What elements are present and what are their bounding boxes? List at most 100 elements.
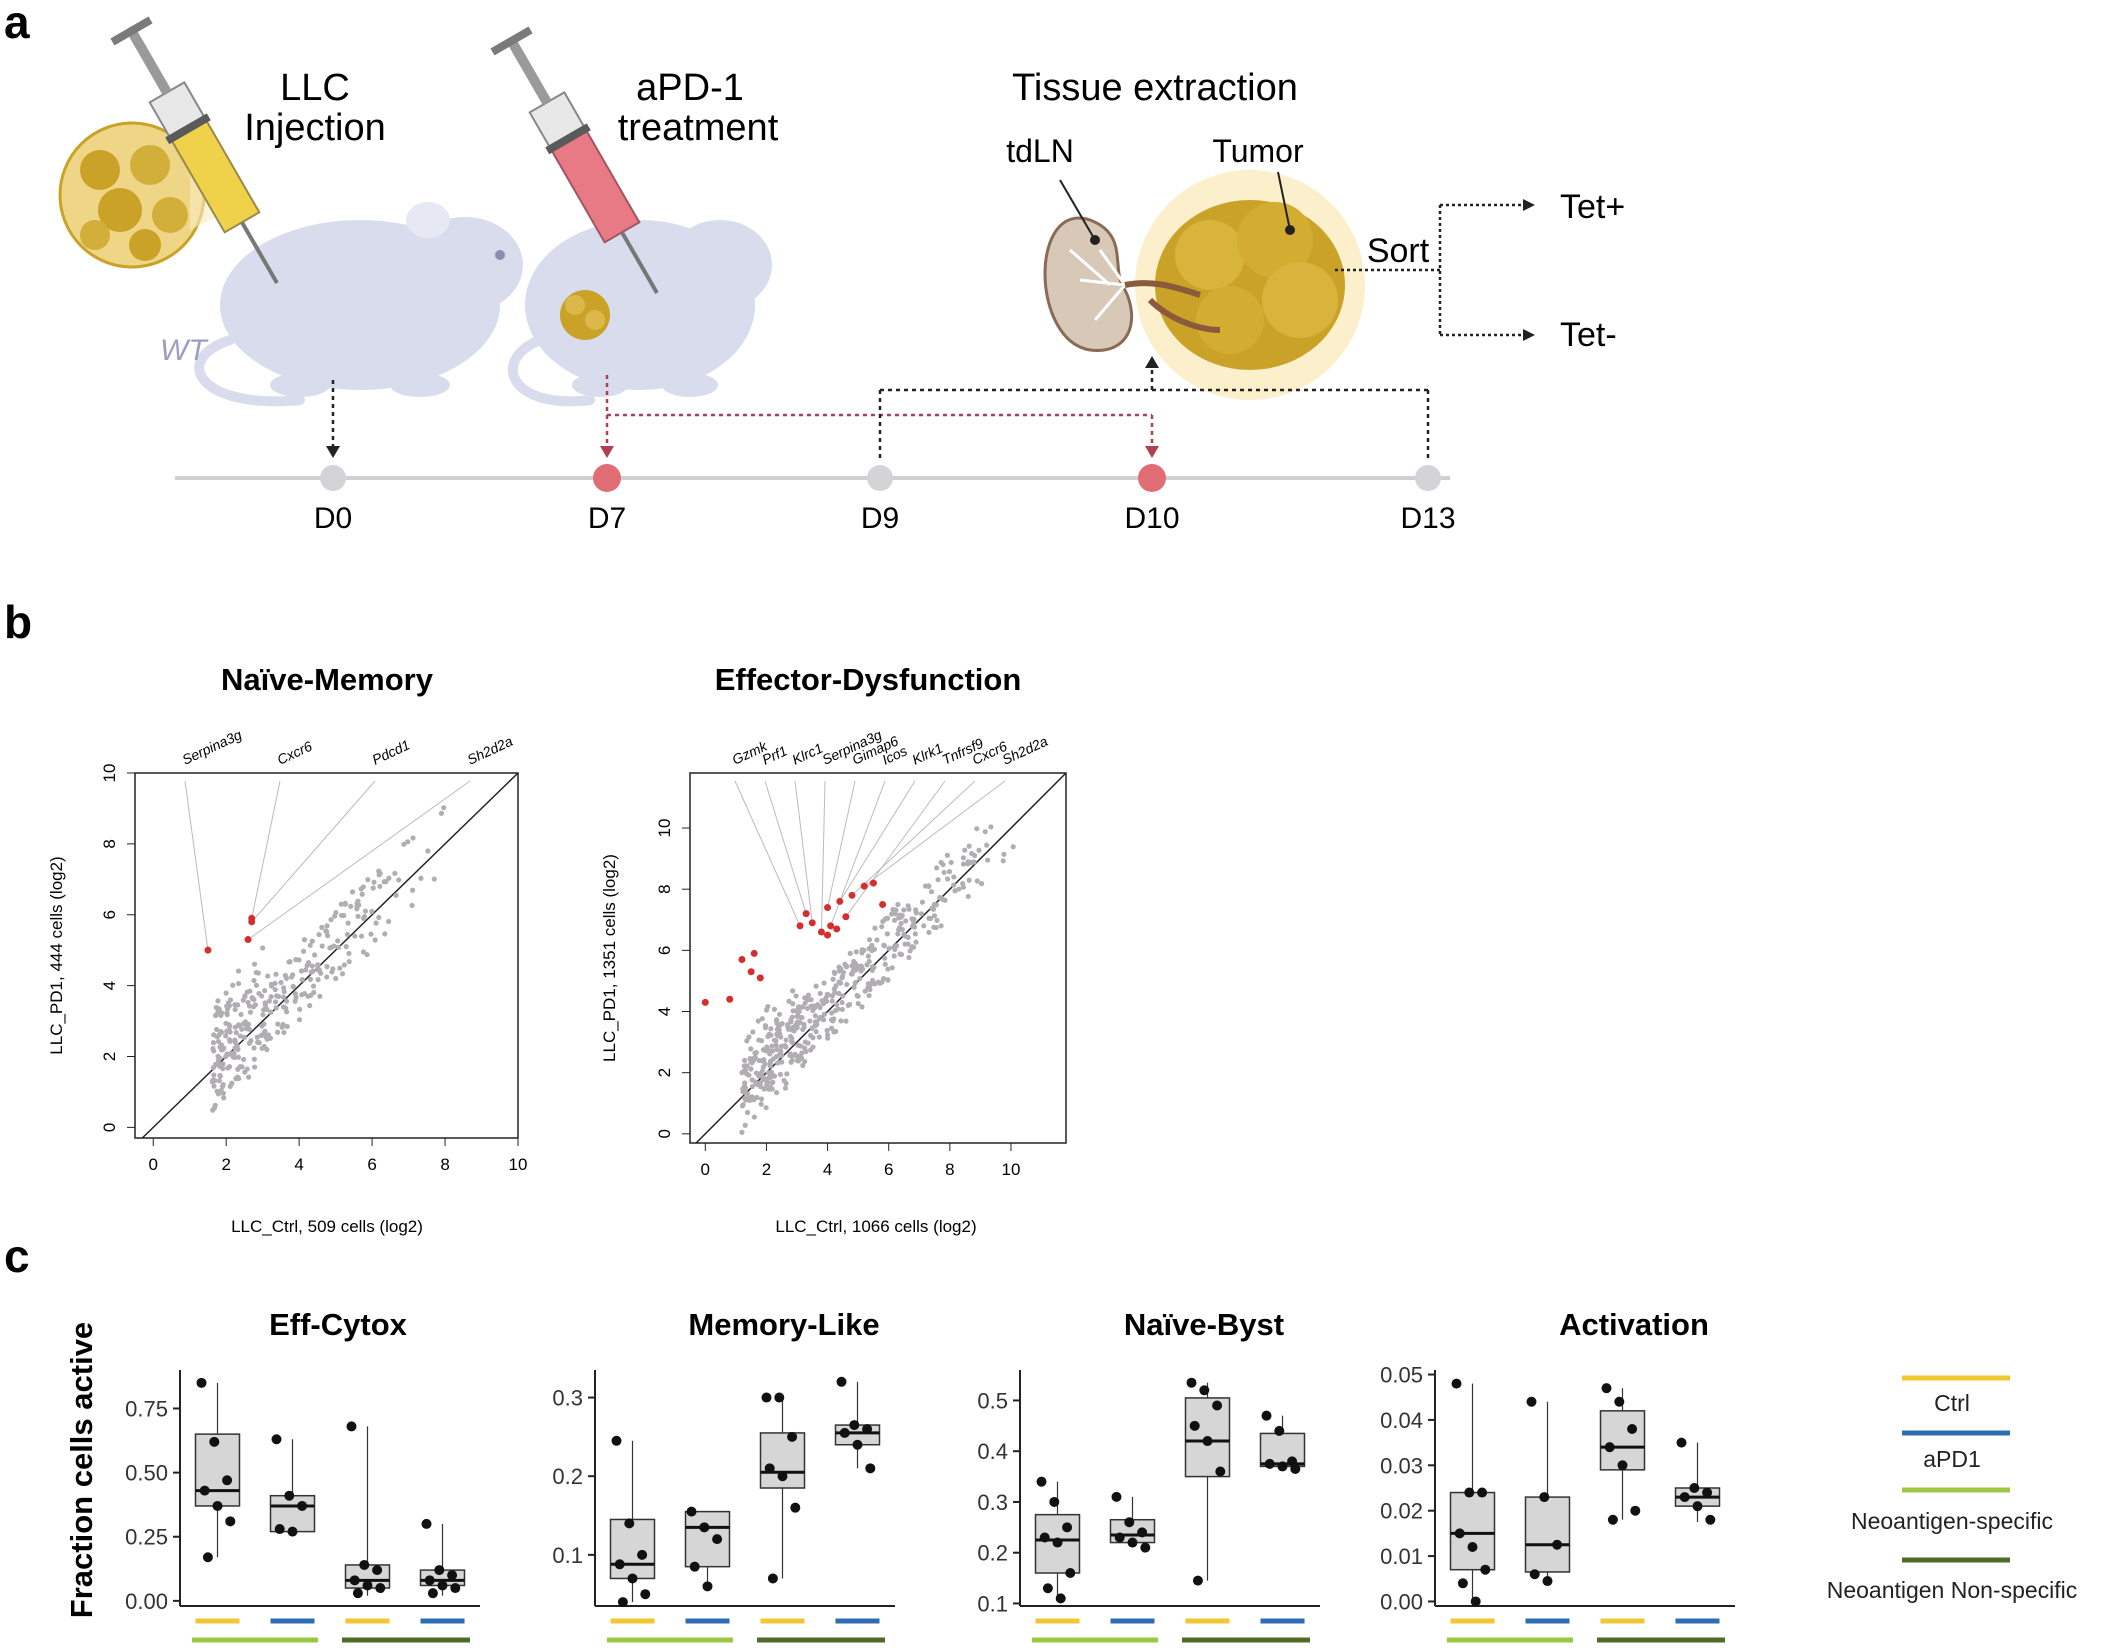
gene-point [268, 994, 274, 1000]
gene-point [328, 917, 334, 923]
gene-point [834, 1001, 840, 1008]
tumor-label: Tumor [1212, 133, 1304, 169]
gene-point [800, 1026, 806, 1033]
gene-point [341, 962, 348, 968]
gene-point [886, 945, 892, 952]
mouse-treated-illustration [507, 220, 772, 407]
gene-point [296, 957, 302, 963]
gene-point [935, 877, 941, 883]
boxplot-y-tick-label: 0.02 [1380, 1499, 1423, 1524]
panel-b-letter: b [4, 596, 32, 648]
box-point [712, 1534, 723, 1545]
sort-arrows [1335, 203, 1525, 337]
highlight-point [827, 922, 835, 930]
gene-leader-line [794, 780, 813, 923]
gene-point [796, 1054, 802, 1060]
gene-point [833, 983, 839, 989]
gene-point [944, 852, 950, 858]
gene-point [784, 1071, 790, 1077]
y-axis-label: LLC_PD1, 1351 cells (log2) [600, 854, 619, 1062]
timeline-dot-d0 [320, 465, 346, 491]
highlight-point [879, 900, 887, 908]
gene-point [758, 1096, 765, 1102]
gene-point [765, 1070, 772, 1076]
gene-point [350, 889, 356, 895]
gene-point [837, 980, 844, 986]
gene-point [299, 977, 305, 983]
tumor-illustration [1124, 170, 1365, 400]
gene-point [762, 1022, 769, 1029]
gene-point [810, 1044, 816, 1050]
boxplot-y-tick-label: 0.3 [552, 1386, 583, 1411]
gene-point [984, 842, 990, 848]
gene-point [235, 1002, 241, 1008]
gene-point [948, 859, 954, 866]
gene-point [223, 1053, 229, 1060]
gene-point [749, 1060, 755, 1066]
lymph-node-illustration [1043, 179, 1134, 352]
gene-point [934, 865, 940, 871]
tissue-extraction-title: Tissue extraction [1012, 67, 1298, 109]
gene-point [882, 916, 889, 922]
gene-point [396, 877, 402, 883]
box-point [1454, 1528, 1465, 1539]
gene-point [768, 1026, 774, 1032]
gene-point [231, 1054, 238, 1061]
gene-point [215, 1057, 221, 1063]
gene-point [241, 1034, 247, 1040]
legend-label: aPD1 [1923, 1446, 1981, 1472]
gene-point [251, 977, 257, 984]
gene-point [307, 1003, 313, 1009]
llc-label-line1: LLC [280, 67, 350, 109]
gene-point [845, 1002, 851, 1008]
y-tick-label: 2 [100, 1052, 119, 1061]
highlight-point [860, 882, 868, 890]
gene-point [266, 998, 272, 1004]
gene-point [261, 1007, 267, 1013]
box-point [1607, 1514, 1618, 1525]
gene-point [906, 954, 912, 961]
gene-point [255, 970, 261, 976]
gene-point [259, 1023, 265, 1029]
gene-point [906, 906, 912, 912]
gene-point [807, 1018, 813, 1024]
box-point [637, 1549, 648, 1560]
box-point [202, 1552, 213, 1563]
box-point [1604, 1442, 1615, 1453]
box-point [1052, 1537, 1063, 1548]
gene-point [740, 1089, 746, 1095]
gene-point [221, 1095, 227, 1101]
panel-c-ylabel: Fraction cells active [64, 1322, 99, 1618]
gene-point [373, 920, 379, 926]
legend-label: Ctrl [1934, 1390, 1970, 1416]
gene-point [931, 913, 938, 919]
gene-point [372, 937, 378, 943]
gene-point [213, 1012, 219, 1019]
gene-point [324, 923, 330, 929]
gene-point [825, 992, 832, 998]
highlight-point [824, 904, 832, 912]
x-axis-label: LLC_Ctrl, 509 cells (log2) [231, 1217, 423, 1236]
gene-point [232, 1006, 238, 1013]
gene-leader-line [851, 780, 976, 896]
gene-point [855, 993, 861, 999]
gene-point [213, 1061, 219, 1067]
boxplot-y-tick-label: 0.2 [552, 1464, 583, 1489]
arrow-head-d0 [326, 446, 340, 458]
gene-point [866, 992, 872, 999]
gene-point [750, 1029, 756, 1035]
gene-point [360, 884, 366, 890]
gene-point [262, 1002, 269, 1009]
gene-point [256, 1040, 262, 1046]
gene-point [761, 1085, 768, 1092]
gene-point [839, 975, 845, 981]
box-point [689, 1561, 700, 1572]
box [1599, 1410, 1646, 1471]
box-point [1137, 1527, 1148, 1538]
box-point [225, 1516, 236, 1527]
timeline-dot-d7 [593, 464, 621, 492]
gene-point [216, 1006, 222, 1012]
gene-point [787, 1051, 793, 1057]
gene-point [218, 1012, 224, 1019]
